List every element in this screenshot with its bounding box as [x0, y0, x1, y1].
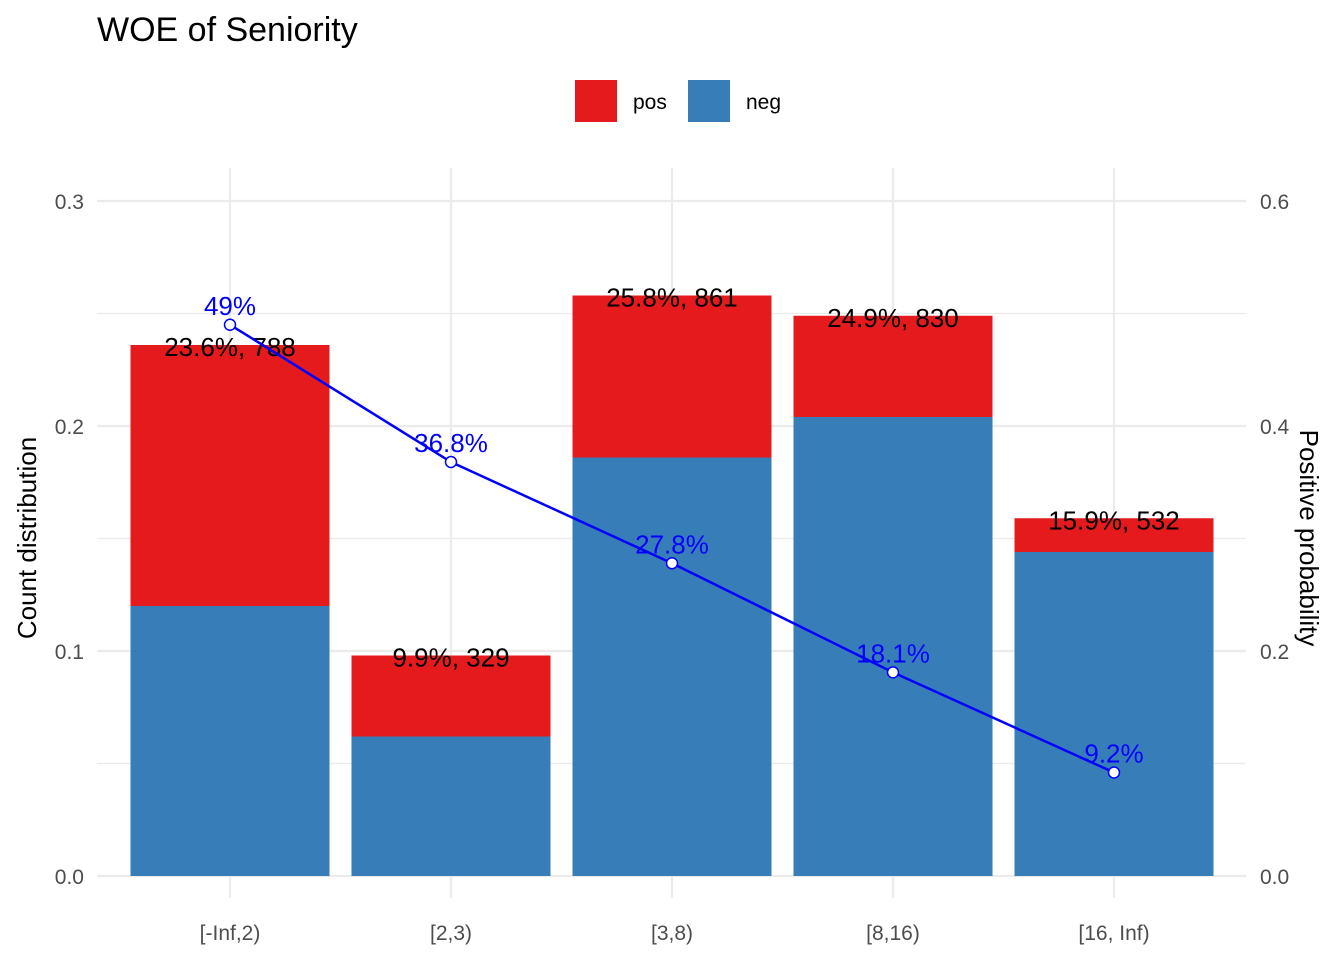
bar-pos — [793, 315, 993, 417]
y2-tick-label: 0.2 — [1260, 641, 1289, 664]
legend-swatch-neg — [688, 80, 730, 122]
probability-label: 18.1% — [856, 638, 930, 668]
probability-point — [1107, 766, 1121, 779]
bar-pos — [130, 345, 330, 606]
probability-point — [223, 318, 237, 331]
bar-label: 23.6%, 788 — [164, 332, 296, 362]
bar-label: 9.9%, 329 — [392, 643, 509, 673]
probability-point — [444, 455, 458, 469]
probability-line: 49% 36.8% 27.8% 18.1% 9.2% — [204, 291, 1144, 779]
legend-label-neg: neg — [746, 91, 781, 114]
bar-labels: 23.6%, 788 9.9%, 329 25.8%, 861 24.9%, 830 1… — [164, 283, 1180, 673]
legend-swatch-pos — [575, 80, 617, 122]
probability-label: 9.2% — [1084, 739, 1143, 769]
bar-pos — [572, 295, 772, 458]
legend: pos neg — [575, 80, 781, 122]
y-tick-label: 0.3 — [55, 191, 84, 214]
x-tick-label: [3,8) — [651, 922, 693, 945]
y2-tick-label: 0.4 — [1260, 416, 1290, 439]
probability-point — [665, 557, 679, 570]
bar-label: 25.8%, 861 — [606, 283, 738, 313]
probability-label: 36.8% — [414, 428, 488, 458]
y-tick-label: 0.1 — [55, 641, 84, 664]
bar-label: 15.9%, 532 — [1048, 505, 1180, 535]
legend-label-pos: pos — [633, 91, 667, 114]
x-tick-label: [8,16) — [866, 922, 920, 945]
bar-pos — [1014, 518, 1214, 552]
x-tick-label: [16, Inf) — [1078, 922, 1149, 945]
x-tick-label: [2,3) — [430, 922, 472, 945]
axes: 0.0 0.1 0.2 0.3 0.0 0.2 0.4 0.6 [-Inf,2) [2,3) [3,… — [55, 191, 1290, 945]
probability-label: 27.8% — [635, 529, 709, 559]
bar-neg — [1014, 552, 1214, 876]
chart-title: WOE of Seniority — [97, 11, 358, 49]
x-tick-label: [-Inf,2) — [200, 922, 261, 945]
probability-label: 49% — [204, 291, 256, 321]
bar-pos — [351, 655, 551, 737]
bar-label: 24.9%, 830 — [827, 303, 959, 333]
bar-neg — [793, 417, 993, 876]
probability-point — [886, 666, 900, 679]
bar-neg — [351, 736, 551, 876]
y2-tick-label: 0.6 — [1260, 191, 1289, 214]
y2-tick-label: 0.0 — [1260, 866, 1289, 889]
y-axis-title: Count distribution — [12, 437, 42, 639]
bar-neg — [572, 457, 772, 876]
bars — [130, 295, 1214, 876]
y2-axis-title: Positive probability — [1294, 430, 1324, 647]
y-tick-label: 0.0 — [55, 866, 84, 889]
bar-neg — [130, 606, 330, 876]
y-tick-label: 0.2 — [55, 416, 84, 439]
